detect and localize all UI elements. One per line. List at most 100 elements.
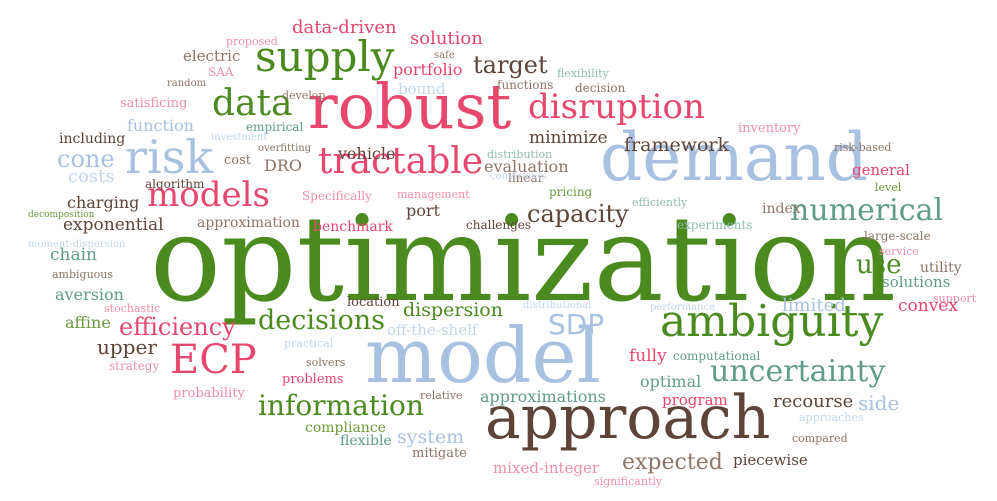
word-minimize: minimize (529, 128, 608, 148)
word-convex: convex (898, 296, 958, 316)
word-aversion: aversion (55, 285, 124, 304)
word-performance: performance (650, 302, 716, 313)
word-charging: charging (67, 193, 140, 212)
word-dro: DRO (264, 156, 302, 175)
word-ambiguous: ambiguous (52, 268, 114, 281)
word-support: support (933, 292, 977, 305)
word-distribution: distribution (487, 148, 553, 161)
word-flexibility: flexibility (557, 67, 609, 80)
word-chain: chain (50, 245, 97, 265)
word-use: use (856, 250, 902, 280)
word-limited: limited (782, 295, 846, 316)
word-port: port (406, 201, 440, 220)
word-computational: computational (673, 349, 761, 363)
word-off-the-shelf: off-the-shelf (387, 321, 478, 339)
word-dispersion: dispersion (403, 299, 503, 321)
word-expected: expected (622, 450, 723, 475)
word-including: including (59, 131, 126, 147)
word-service: service (879, 245, 919, 258)
word-stochastic: stochastic (104, 302, 161, 315)
word-inventory: inventory (738, 121, 801, 136)
word-large-scale: large-scale (864, 229, 931, 243)
word-solvers: solvers (306, 356, 346, 369)
word-index: index (762, 201, 801, 217)
word-efficiency: efficiency (119, 313, 236, 341)
word-linear: linear (508, 171, 544, 185)
word-empirical: empirical (246, 120, 304, 134)
word-tractable: tractable (318, 141, 484, 182)
word-algorithm: algorithm (145, 177, 205, 191)
word-relative: relative (420, 389, 463, 402)
word-mitigate: mitigate (412, 446, 467, 461)
word-compared: compared (792, 432, 848, 445)
word-function: function (127, 116, 194, 135)
word-system: system (397, 426, 465, 448)
word-management: management (397, 188, 470, 201)
word-ecp: ECP (170, 337, 257, 383)
word-strategy: strategy (109, 359, 160, 373)
word-cone: cone (57, 145, 115, 173)
word-general: general (852, 161, 910, 179)
word-challenges: challenges (466, 218, 532, 232)
word-costs: costs (68, 166, 115, 187)
word-solution: solution (410, 28, 483, 49)
word-optimal: optimal (640, 372, 702, 391)
word-approximation: approximation (197, 215, 300, 231)
word-probability: probability (173, 386, 245, 401)
word-disruption: disruption (528, 87, 705, 127)
word-approaches: approaches (799, 411, 864, 424)
word-cost: cost (224, 153, 252, 168)
word-optimization: optimization (150, 190, 897, 328)
word-location: location (347, 295, 400, 310)
word-proposed: proposed (226, 35, 278, 48)
word-decision: decision (575, 81, 626, 95)
word-approach: approach (485, 383, 771, 453)
word-approximations: approximations (480, 387, 606, 406)
word-recourse: recourse (773, 391, 854, 412)
word-piecewise: piecewise (733, 451, 808, 469)
word-satisficing: satisficing (120, 96, 188, 111)
word-model: model (365, 311, 601, 400)
word-affine: affine (65, 313, 111, 332)
word-information: information (258, 389, 424, 422)
word-upper: upper (97, 335, 157, 359)
word-supply: supply (255, 32, 395, 81)
word-data-driven: data-driven (292, 17, 397, 38)
word-develop: develop (282, 89, 326, 102)
word-evaluation: evaluation (484, 157, 569, 176)
word-side: side (858, 391, 900, 415)
word-demand: demand (600, 119, 868, 196)
word-portfolio: portfolio (393, 60, 463, 79)
word-compliance: compliance (305, 420, 386, 436)
word-utility: utility (920, 260, 962, 276)
word-experiments: experiments (677, 218, 753, 232)
word-benchmark: benchmark (313, 219, 393, 235)
word-overfitting: overfitting (258, 143, 312, 154)
word-practical: practical (284, 337, 334, 350)
word-specifically: Specifically (302, 189, 372, 203)
word-functions: functions (497, 78, 554, 92)
word-decomposition: decomposition (28, 210, 95, 220)
word-bound: bound (398, 80, 446, 98)
word-moment-dispersion: moment-dispersion (28, 239, 126, 250)
word-level: level (875, 181, 902, 194)
word-electric: electric (183, 47, 241, 65)
word-fully: fully (629, 346, 667, 366)
word-solutions: solutions (882, 273, 951, 291)
word-risk: risk (125, 130, 214, 184)
word-significantly: significantly (594, 475, 663, 488)
word-random: random (167, 78, 207, 89)
word-pricing: pricing (549, 185, 593, 199)
word-mixed-integer: mixed-integer (493, 459, 600, 477)
word-distributional: distributional (523, 300, 592, 311)
word-saa: SAA (208, 65, 234, 79)
word-models: models (147, 175, 270, 215)
word-decisions: decisions (258, 305, 386, 336)
word-capacity: capacity (527, 200, 629, 228)
word-numerical: numerical (790, 193, 944, 228)
word-flexible: flexible (340, 433, 392, 449)
word-program: program (662, 391, 728, 409)
word-framework: framework (624, 134, 730, 156)
word-problems: problems (282, 372, 344, 387)
word-ambiguity: ambiguity (660, 296, 884, 347)
